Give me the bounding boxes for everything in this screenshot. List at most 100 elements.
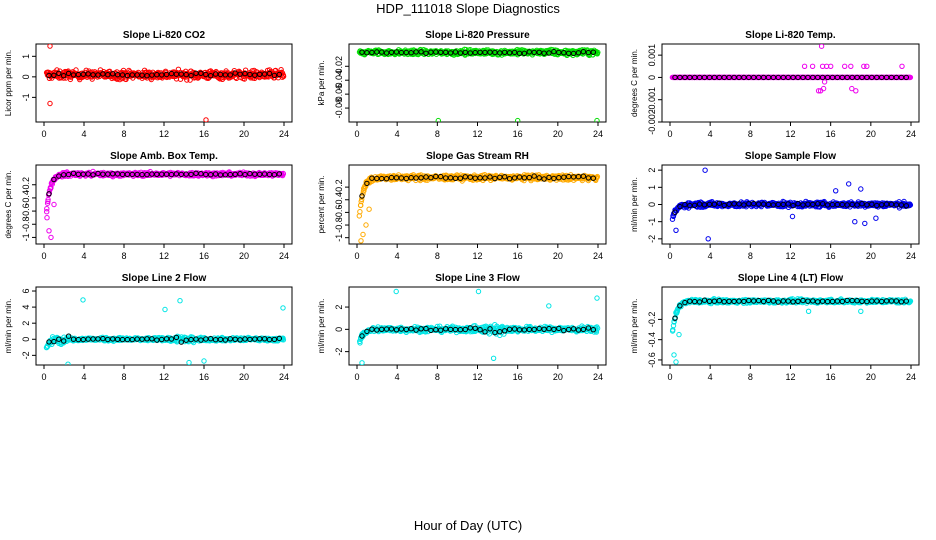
mean-point bbox=[566, 326, 572, 333]
y-tick-label: 0.001 bbox=[647, 44, 657, 67]
mean-point bbox=[516, 327, 523, 333]
x-tick-label: 8 bbox=[435, 129, 440, 139]
plot-frame bbox=[35, 43, 293, 123]
mean-point bbox=[408, 175, 414, 181]
mean-point bbox=[46, 339, 52, 345]
y-tick-label: 0 bbox=[21, 74, 31, 79]
panel-4: Slope Amb. Box Temp.0 4 8 12 16 20 24-1-0.8-0.… bbox=[4, 151, 293, 261]
mean-point bbox=[208, 336, 214, 342]
data-points bbox=[43, 44, 287, 122]
data-point bbox=[358, 198, 364, 205]
x-tick-label: 20 bbox=[553, 129, 563, 139]
mean-point bbox=[502, 328, 508, 334]
mean-point bbox=[119, 171, 126, 178]
mean-point bbox=[457, 175, 464, 181]
mean-point bbox=[443, 175, 449, 181]
mean-point bbox=[374, 175, 380, 182]
mean-point bbox=[785, 201, 791, 207]
x-tick-label: 12 bbox=[785, 251, 795, 261]
mean-point bbox=[398, 175, 405, 181]
mean-point bbox=[193, 170, 199, 177]
mean-point bbox=[51, 338, 57, 345]
mean-point bbox=[212, 71, 219, 77]
mean-point bbox=[854, 202, 860, 208]
x-tick-label: 16 bbox=[513, 129, 523, 139]
y-axis-label: ml/min per min. bbox=[630, 177, 639, 232]
mean-point bbox=[222, 337, 229, 343]
data-point bbox=[674, 308, 680, 315]
outlier-point bbox=[51, 201, 57, 208]
y-tick-label: -0.04 bbox=[334, 70, 344, 91]
outlier-point bbox=[819, 63, 826, 70]
mean-point bbox=[477, 49, 483, 55]
mean-point bbox=[566, 50, 572, 56]
x-tick-label: 0 bbox=[41, 251, 46, 261]
mean-point bbox=[183, 71, 189, 78]
mean-point bbox=[810, 201, 816, 208]
mean-point bbox=[511, 326, 518, 332]
data-point bbox=[280, 73, 287, 80]
outlier-point bbox=[852, 219, 858, 225]
outlier-point bbox=[815, 88, 822, 94]
x-tick-label: 12 bbox=[159, 129, 169, 139]
mean-point bbox=[393, 175, 400, 181]
mean-point bbox=[903, 203, 909, 209]
mean-point bbox=[139, 336, 145, 342]
mean-point bbox=[266, 171, 273, 178]
mean-point bbox=[413, 327, 419, 333]
mean-point bbox=[163, 171, 170, 177]
mean-point bbox=[266, 336, 273, 343]
mean-point bbox=[795, 201, 801, 207]
mean-point bbox=[80, 171, 87, 177]
mean-point bbox=[869, 74, 875, 81]
mean-point bbox=[570, 50, 577, 57]
mean-point bbox=[487, 326, 493, 332]
mean-point bbox=[413, 175, 419, 181]
mean-point bbox=[590, 49, 596, 55]
panel-title: Slope Line 2 Flow bbox=[122, 273, 207, 284]
y-axis-label: ml/min per min. bbox=[317, 299, 326, 354]
mean-point bbox=[760, 74, 767, 81]
mean-point bbox=[217, 172, 224, 178]
mean-point bbox=[438, 49, 444, 55]
outlier-point bbox=[490, 355, 497, 361]
mean-point bbox=[883, 74, 890, 81]
mean-point bbox=[247, 170, 253, 177]
mean-point bbox=[687, 74, 693, 81]
outlier-point bbox=[546, 303, 552, 309]
mean-point bbox=[379, 326, 385, 332]
mean-point bbox=[393, 49, 400, 55]
mean-point bbox=[242, 336, 248, 342]
mean-point bbox=[844, 74, 850, 81]
mean-point bbox=[701, 74, 708, 81]
outlier-point bbox=[186, 359, 192, 365]
outlier-point bbox=[280, 305, 286, 311]
data-points bbox=[356, 46, 601, 122]
outlier-point bbox=[858, 186, 864, 192]
outlier-point bbox=[162, 306, 168, 313]
mean-point bbox=[551, 48, 557, 55]
mean-point bbox=[105, 336, 111, 343]
data-point bbox=[242, 67, 249, 73]
mean-point bbox=[198, 70, 204, 77]
x-tick-label: 24 bbox=[279, 251, 289, 261]
mean-point bbox=[100, 71, 106, 77]
mean-point bbox=[556, 49, 562, 56]
mean-point bbox=[536, 49, 542, 55]
mean-point bbox=[531, 49, 537, 56]
mean-point bbox=[51, 176, 57, 183]
mean-point bbox=[51, 72, 57, 79]
mean-point bbox=[716, 200, 722, 206]
data-points bbox=[357, 288, 601, 365]
mean-point bbox=[119, 72, 126, 78]
mean-point bbox=[369, 49, 375, 56]
mean-point bbox=[731, 201, 737, 207]
mean-point bbox=[144, 73, 150, 79]
data-point bbox=[359, 196, 365, 203]
x-tick-label: 4 bbox=[395, 372, 400, 382]
outlier-point bbox=[358, 238, 364, 244]
mean-point bbox=[403, 49, 409, 56]
x-tick-label: 16 bbox=[513, 251, 523, 261]
panel-title: Slope Sample Flow bbox=[745, 151, 836, 162]
outlier-point bbox=[862, 220, 868, 227]
